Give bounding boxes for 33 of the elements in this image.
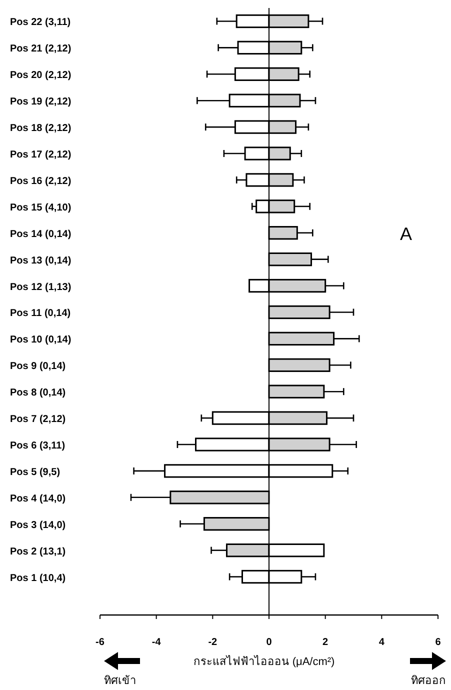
y-tick-label: Pos 9 (0,14) (10, 361, 66, 372)
y-tick-label: Pos 14 (0,14) (10, 228, 72, 240)
y-tick-label: Pos 19 (2,12) (10, 96, 72, 108)
y-tick-label: Pos 17 (2,12) (10, 150, 72, 160)
y-tick-label: Pos 12 (1,13) (10, 282, 72, 293)
x-tick-label: 4 (378, 637, 385, 648)
text: ทิศเข้า (104, 675, 136, 687)
x-tick-label: 2 (322, 637, 329, 648)
x-tick-label: 0 (266, 637, 272, 648)
y-tick-label: Pos 13 (0,14) (10, 255, 72, 266)
x-axis-title: กระแสไฟฟ้าไอออน (μA/cm²) (193, 655, 335, 668)
y-tick-label: Pos 11 (0,14) (10, 308, 71, 320)
y-tick-label: Pos 2 (13,1) (10, 546, 66, 558)
x-tick-label: -2 (208, 637, 218, 648)
y-tick-label: Pos 22 (3,11) (10, 17, 71, 28)
y-tick-label: Pos 20 (2,12) (10, 70, 72, 82)
y-tick-label: Pos 1 (10,4) (10, 572, 66, 584)
y-tick-label: Pos 18 (2,12) (10, 123, 72, 134)
annotation: A (400, 224, 412, 244)
y-tick-label: Pos 6 (3,11) (10, 440, 66, 452)
y-tick-label: Pos 16 (2,12) (10, 176, 72, 187)
y-tick-label: Pos 7 (2,12) (10, 414, 66, 426)
x-tick-label: 6 (435, 637, 442, 648)
text: ทิศออก (411, 675, 446, 687)
y-tick-label: Pos 10 (0,14) (10, 334, 72, 346)
y-tick-label: Pos 5 (9,5) (10, 466, 60, 478)
x-tick-label: -4 (152, 637, 162, 648)
y-tick-label: Pos 15 (4,10) (10, 202, 72, 214)
y-tick-label: Pos 8 (0,14) (10, 388, 66, 399)
y-tick-label: Pos 4 (14,0) (10, 493, 66, 504)
y-tick-label: Pos 21 (2,12) (10, 44, 72, 55)
x-tick-label: -6 (96, 637, 105, 648)
y-tick-label: Pos 3 (14,0) (10, 520, 66, 531)
